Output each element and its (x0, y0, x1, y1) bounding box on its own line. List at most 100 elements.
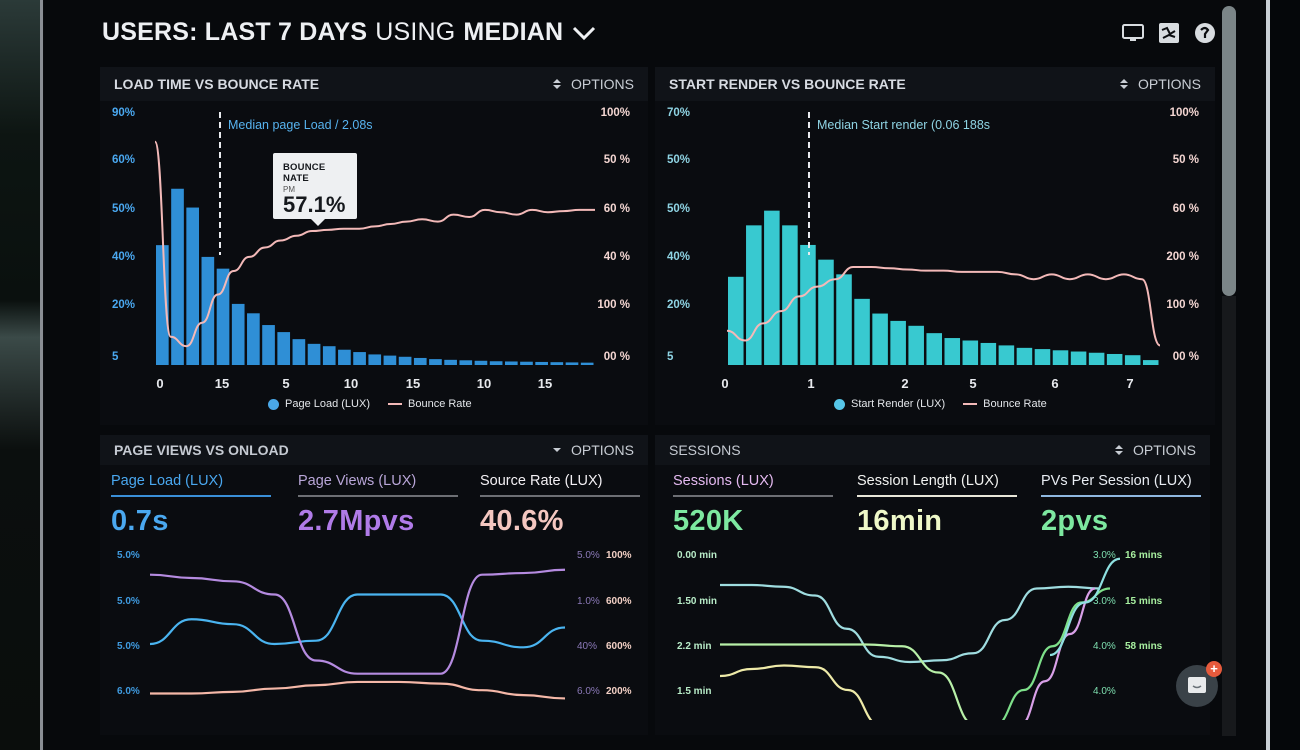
histogram-bar (489, 361, 503, 365)
histogram-bar (728, 276, 744, 365)
metric-card[interactable]: Session Length (LUX) 16min (857, 473, 1017, 538)
legend-label: Bounce Rate (408, 398, 472, 410)
y-axis-left-tick: 70% (667, 107, 690, 119)
legend-item-start-render[interactable]: Start Render (LUX) (834, 398, 945, 410)
chart-export-icon[interactable] (1158, 22, 1180, 44)
x-axis-tick: 15 (538, 376, 552, 391)
y-axis-right-tick: 60 % (1173, 203, 1199, 215)
histogram-bar (854, 298, 870, 365)
histogram-bar (277, 332, 291, 365)
bounce-rate-tooltip: BOUNCE NATE PM 57.1% (273, 153, 357, 226)
options-button[interactable]: OPTIONS (551, 442, 634, 458)
histogram-bar (398, 356, 412, 365)
histogram-bar (459, 360, 473, 365)
chevron-down-icon[interactable] (571, 23, 597, 43)
metric-label: Session Length (LUX) (857, 473, 1017, 497)
y-axis-right-tick: 200% (606, 686, 632, 697)
y-axis-left-tick: 40% (667, 251, 690, 263)
metric-card[interactable]: Sessions (LUX) 520K (673, 473, 833, 538)
legend-item-page-load[interactable]: Page Load (LUX) (268, 398, 370, 410)
histogram-bar (926, 333, 942, 365)
y-axis-left-tick: 50% (667, 154, 690, 166)
caret-down-icon (552, 448, 561, 452)
y-axis-right-tick: 15 mins (1125, 596, 1163, 607)
metric-card[interactable]: Source Rate (LUX) 40.6% (480, 473, 640, 538)
y-axis-right-tick: 50 % (604, 154, 630, 166)
panel-page-views: PAGE VIEWS VS ONLOAD OPTIONS (100, 435, 648, 735)
histogram-bar (292, 339, 306, 365)
title-aggregate: MEDIAN (463, 18, 564, 46)
y-axis-right-tick: 3.0% (1093, 550, 1116, 561)
title-range: USERS: LAST 7 DAYS (102, 18, 368, 46)
histogram-bar (1034, 349, 1051, 365)
histogram-bar (746, 225, 762, 365)
y-axis-left-tick: 50% (112, 203, 135, 215)
series-line (149, 593, 566, 649)
histogram-bar (1124, 355, 1141, 365)
bounce-rate-line (726, 266, 1161, 347)
y-axis-right-tick: 4.0% (1093, 641, 1116, 652)
histogram-bar (216, 268, 230, 365)
histogram-bar (908, 325, 924, 365)
y-axis-right-tick: 40% (577, 641, 597, 652)
options-label: OPTIONS (570, 442, 634, 458)
y-axis-left-tick: 5.0% (117, 550, 140, 561)
y-axis-right-tick: 00 % (1173, 351, 1199, 363)
tooltip-title: BOUNCE NATE (283, 162, 326, 184)
y-axis-left-tick: 1.5 min (677, 686, 711, 697)
options-button[interactable]: OPTIONS (551, 76, 634, 92)
y-axis-left-tick: 0.00 min (677, 550, 717, 561)
options-button[interactable]: OPTIONS (1113, 442, 1196, 458)
panel-header: LOAD TIME VS BOUNCE RATE OPTIONS (100, 67, 648, 101)
panel-header: PAGE VIEWS VS ONLOAD OPTIONS (100, 435, 648, 465)
y-axis-left-tick: 1.50 min (677, 596, 717, 607)
histogram-bar (580, 362, 594, 365)
y-axis-right-tick: 4.0% (1093, 686, 1116, 697)
options-button[interactable]: OPTIONS (1118, 76, 1201, 92)
y-axis-left-tick: 2.2 min (677, 641, 711, 652)
histogram-bar (1088, 352, 1105, 365)
top-toolbar (1122, 22, 1216, 44)
dashboard-title[interactable]: USERS: LAST 7 DAYS USING MEDIAN (102, 18, 597, 47)
help-icon[interactable] (1194, 22, 1216, 44)
series-line (1024, 587, 1096, 720)
y-axis-right-tick: 60 % (604, 203, 630, 215)
legend-item-bounce-rate[interactable]: Bounce Rate (963, 398, 1047, 410)
panel-header: SESSIONS OPTIONS (655, 435, 1210, 465)
legend-dot-icon (268, 398, 279, 410)
chat-widget-button[interactable]: + (1176, 661, 1222, 707)
metric-card[interactable]: PVs Per Session (LUX) 2pvs (1041, 473, 1201, 538)
median-label: Median page Load / 2.08s (228, 118, 373, 132)
histogram-bar (944, 338, 961, 365)
x-axis-tick: 1 (807, 376, 814, 391)
y-axis-right-tick: 6.0% (577, 686, 600, 697)
tooltip-sub: PM (283, 185, 295, 194)
metric-card[interactable]: Page Load (LUX) 0.7s (111, 473, 271, 538)
legend-dot-icon (834, 398, 845, 410)
sort-icon (552, 79, 561, 89)
legend-item-bounce-rate[interactable]: Bounce Rate (388, 398, 472, 410)
monitor-icon[interactable] (1122, 22, 1144, 44)
y-axis-right-tick: 600% (606, 596, 632, 607)
y-axis-right-tick: 00 % (604, 351, 630, 363)
y-axis-right-tick: 600% (606, 641, 632, 652)
vertical-scrollbar-track[interactable] (1222, 296, 1236, 736)
bounce-rate-line (154, 140, 595, 348)
tooltip-value: 57.1% (283, 192, 346, 217)
vertical-scrollbar-thumb[interactable] (1222, 6, 1236, 296)
metric-card[interactable]: Page Views (LUX) 2.7Mpvs (298, 473, 458, 538)
y-axis-left-tick: 60% (112, 154, 135, 166)
series-line (720, 583, 1101, 664)
x-axis-tick: 5 (282, 376, 289, 391)
legend-line-icon (388, 403, 402, 406)
x-axis-tick: 6 (1051, 376, 1058, 391)
y-axis-left-tick: 20% (667, 299, 690, 311)
panel-title: START RENDER VS BOUNCE RATE (669, 76, 906, 92)
histogram-bar (186, 207, 200, 365)
x-axis-tick: 0 (721, 376, 728, 391)
y-axis-left-tick: 90% (112, 107, 135, 119)
options-label: OPTIONS (570, 76, 634, 92)
metric-value: 16min (857, 505, 943, 537)
histogram-bar (413, 357, 427, 365)
